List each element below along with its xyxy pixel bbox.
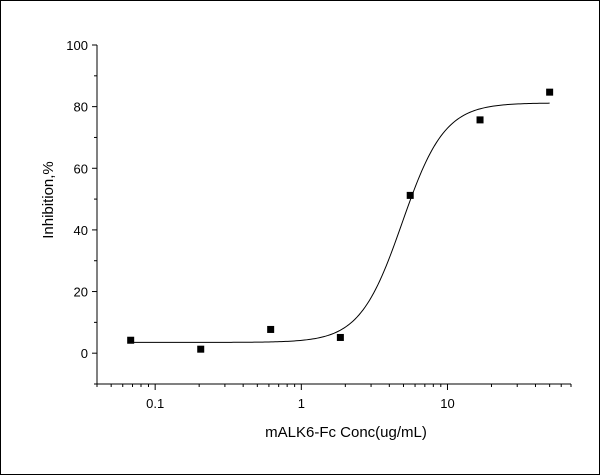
y-tick-label: 100 xyxy=(66,38,88,53)
x-axis-label: mALK6-Fc Conc(ug/mL) xyxy=(265,424,427,441)
y-tick-label: 20 xyxy=(74,285,88,300)
y-tick-label: 80 xyxy=(74,100,88,115)
y-tick-label: 40 xyxy=(74,223,88,238)
y-tick-label: 60 xyxy=(74,161,88,176)
y-tick-label: 0 xyxy=(81,346,88,361)
fit-curve-line xyxy=(130,102,550,343)
data-point xyxy=(406,191,414,199)
x-tick-label: 10 xyxy=(440,396,454,411)
data-point xyxy=(267,325,275,333)
data-point xyxy=(197,345,205,353)
data-points-layer xyxy=(127,88,554,353)
data-point xyxy=(336,333,344,341)
data-point xyxy=(476,116,484,124)
y-axis-label: Inhibition,% xyxy=(40,161,57,239)
x-tick-label: 0.1 xyxy=(146,396,164,411)
data-point xyxy=(127,336,135,344)
data-point xyxy=(546,88,554,96)
axes: 0 20 40 60 80 100 0.1 1 10 xyxy=(66,38,572,411)
x-tick-label: 1 xyxy=(298,396,305,411)
fit-curve-layer xyxy=(130,102,550,343)
